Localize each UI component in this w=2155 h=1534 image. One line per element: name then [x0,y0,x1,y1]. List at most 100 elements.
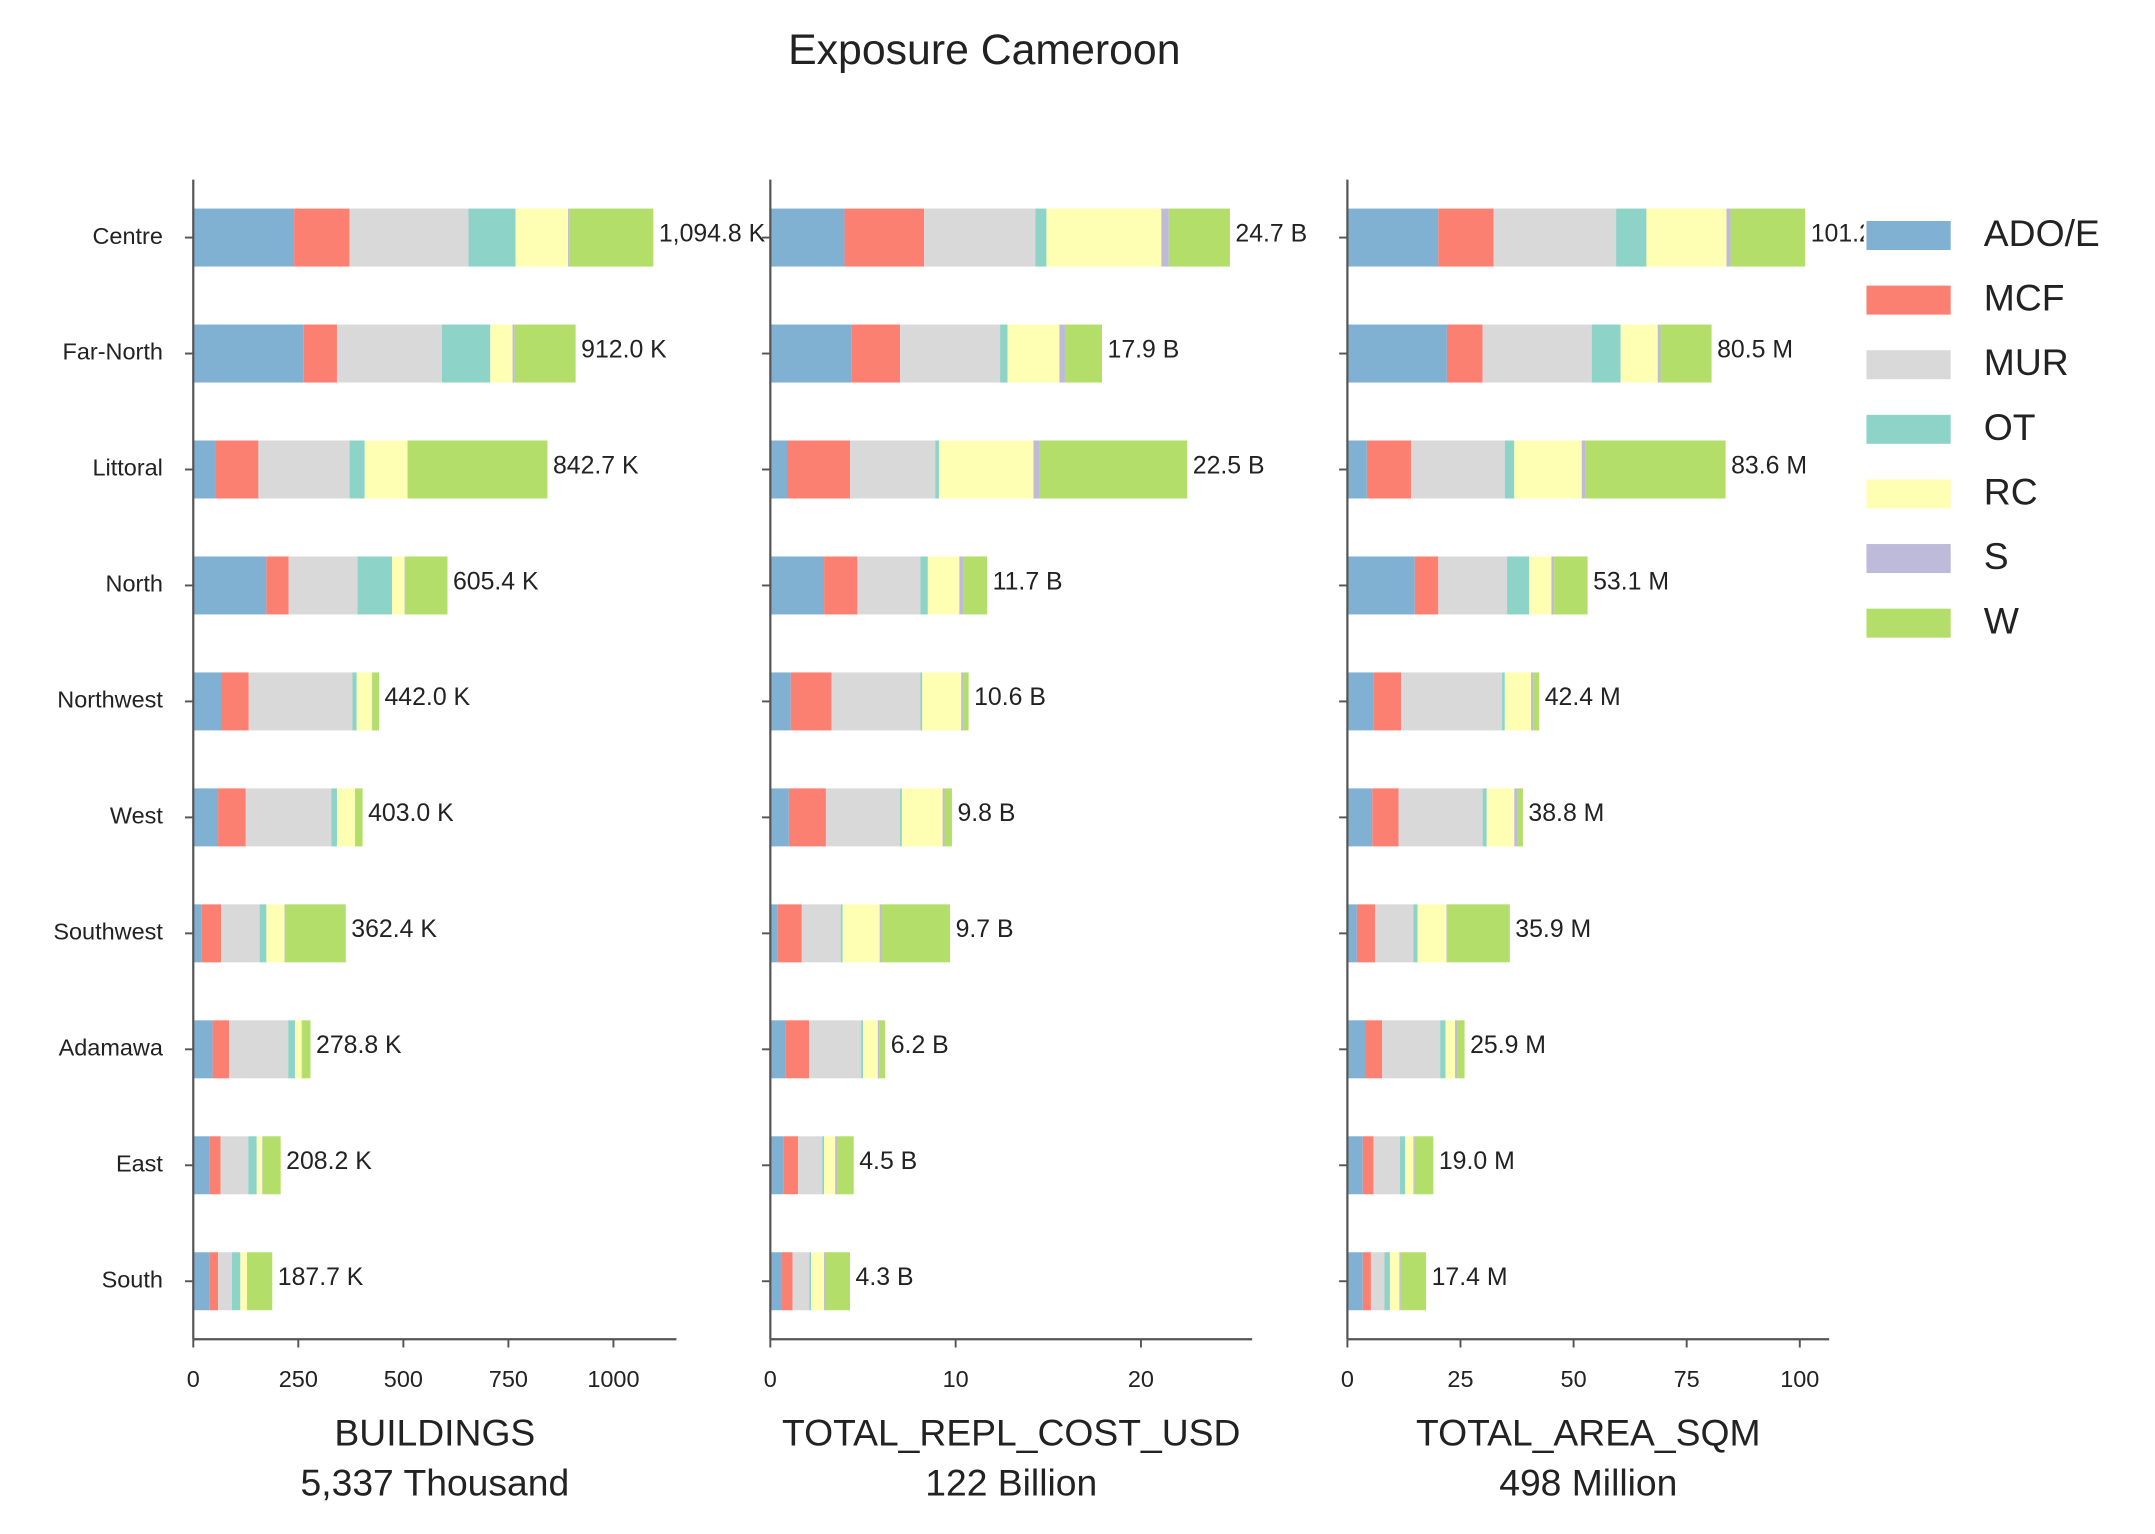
x-tick-label: 0 [187,1366,200,1392]
bar-segment [901,788,943,847]
x-tick-label: 0 [764,1366,777,1392]
bar-segment [840,904,843,963]
bar-segment [349,208,469,267]
legend-swatch [1866,414,1951,444]
bar-segment [1347,556,1415,615]
bar-segment [1399,1136,1406,1195]
bar-segment [248,1136,257,1195]
bar-segment [1347,208,1439,267]
bar-segment [218,788,246,847]
bar-segment [1417,904,1447,963]
bar-segment [1413,904,1418,963]
total-label: 605.4 K [453,568,539,595]
bar-segment [1591,324,1621,383]
bar-segment [407,440,548,499]
bar-segment [1382,1020,1441,1079]
bar-segment [212,1020,229,1079]
bar-segment [266,556,289,615]
bar-segment [1347,440,1367,499]
bar-segment [331,788,337,847]
total-label: 9.8 B [957,800,1015,827]
bar-segment [1455,1020,1458,1079]
bar-segment [193,1020,213,1079]
bar-segment [1347,788,1373,847]
bar-segment [356,672,372,731]
bar-segment [1551,556,1555,615]
bar-segment [201,904,222,963]
bar-segment [355,788,363,847]
bar-segment [770,788,789,847]
bar-segment [837,1136,854,1195]
bar-segment [240,1252,248,1311]
x-tick-label: 75 [1674,1366,1700,1392]
bar-segment [770,324,852,383]
bar-segment [944,788,952,847]
bar-segment [568,208,570,267]
bar-segment [770,904,778,963]
bar-segment [857,556,921,615]
total-label: 22.5 B [1193,452,1265,479]
bar-segment [959,556,964,615]
bar-segment [811,1252,825,1311]
bar-segment [798,1136,823,1195]
legend-swatch [1866,221,1951,250]
bar-segment [1531,672,1534,731]
bar-segment [824,556,858,615]
legend-swatch [1866,479,1951,509]
bar-segment [259,904,267,963]
bar-segment [879,1020,886,1079]
bar-segment [900,788,902,847]
y-tick-label: Far-North [63,339,163,365]
bar-segment [1620,324,1658,383]
bar-segment [357,556,393,615]
bar-segment [879,904,882,963]
x-axis-subtitle: 5,337 Thousand [301,1461,570,1503]
x-tick-label: 50 [1561,1366,1587,1392]
bar-segment [1007,324,1060,383]
bar-segment [1411,440,1505,499]
bar-segment [825,788,901,847]
total-label: 4.5 B [859,1148,917,1175]
bar-segment [1347,672,1374,731]
x-tick-label: 25 [1447,1366,1473,1392]
bar-segment [1372,788,1399,847]
bar-segment [920,672,923,731]
bar-segment [288,556,358,615]
legend-label: W [1984,600,2020,642]
bar-segment [209,1136,221,1195]
bar-segment [303,324,337,383]
bar-segment [938,440,1034,499]
x-tick-label: 100 [1780,1366,1819,1392]
bar-segment [490,324,513,383]
bar-segment [220,1136,249,1195]
bar-segment [231,1252,241,1311]
bar-segment [245,788,332,847]
total-label: 35.9 M [1515,916,1591,943]
bar-segment [790,672,832,731]
bar-segment [831,672,921,731]
bar-segment [284,904,346,963]
legend-swatch [1866,544,1951,574]
bar-segment [781,1252,793,1311]
bar-segment [824,1252,826,1311]
bar-segment [1585,440,1726,499]
bar-segment [193,1136,210,1195]
x-tick-label: 750 [489,1366,528,1392]
bar-segment [1514,788,1518,847]
bar-segment [193,788,219,847]
total-label: 19.0 M [1439,1148,1515,1175]
bar-segment [1616,208,1647,267]
total-label: 278.8 K [316,1032,402,1059]
bar-segment [1657,324,1661,383]
bar-segment [1730,208,1806,267]
bar-segment [405,556,448,615]
y-tick-label: Adamawa [59,1035,164,1061]
bar-segment [352,672,357,731]
total-label: 80.5 M [1717,336,1793,363]
bar-segment [770,1136,784,1195]
bar-segment [1046,208,1162,267]
bar-segment [1482,788,1487,847]
bar-segment [785,1020,810,1079]
bar-segment [215,440,259,499]
